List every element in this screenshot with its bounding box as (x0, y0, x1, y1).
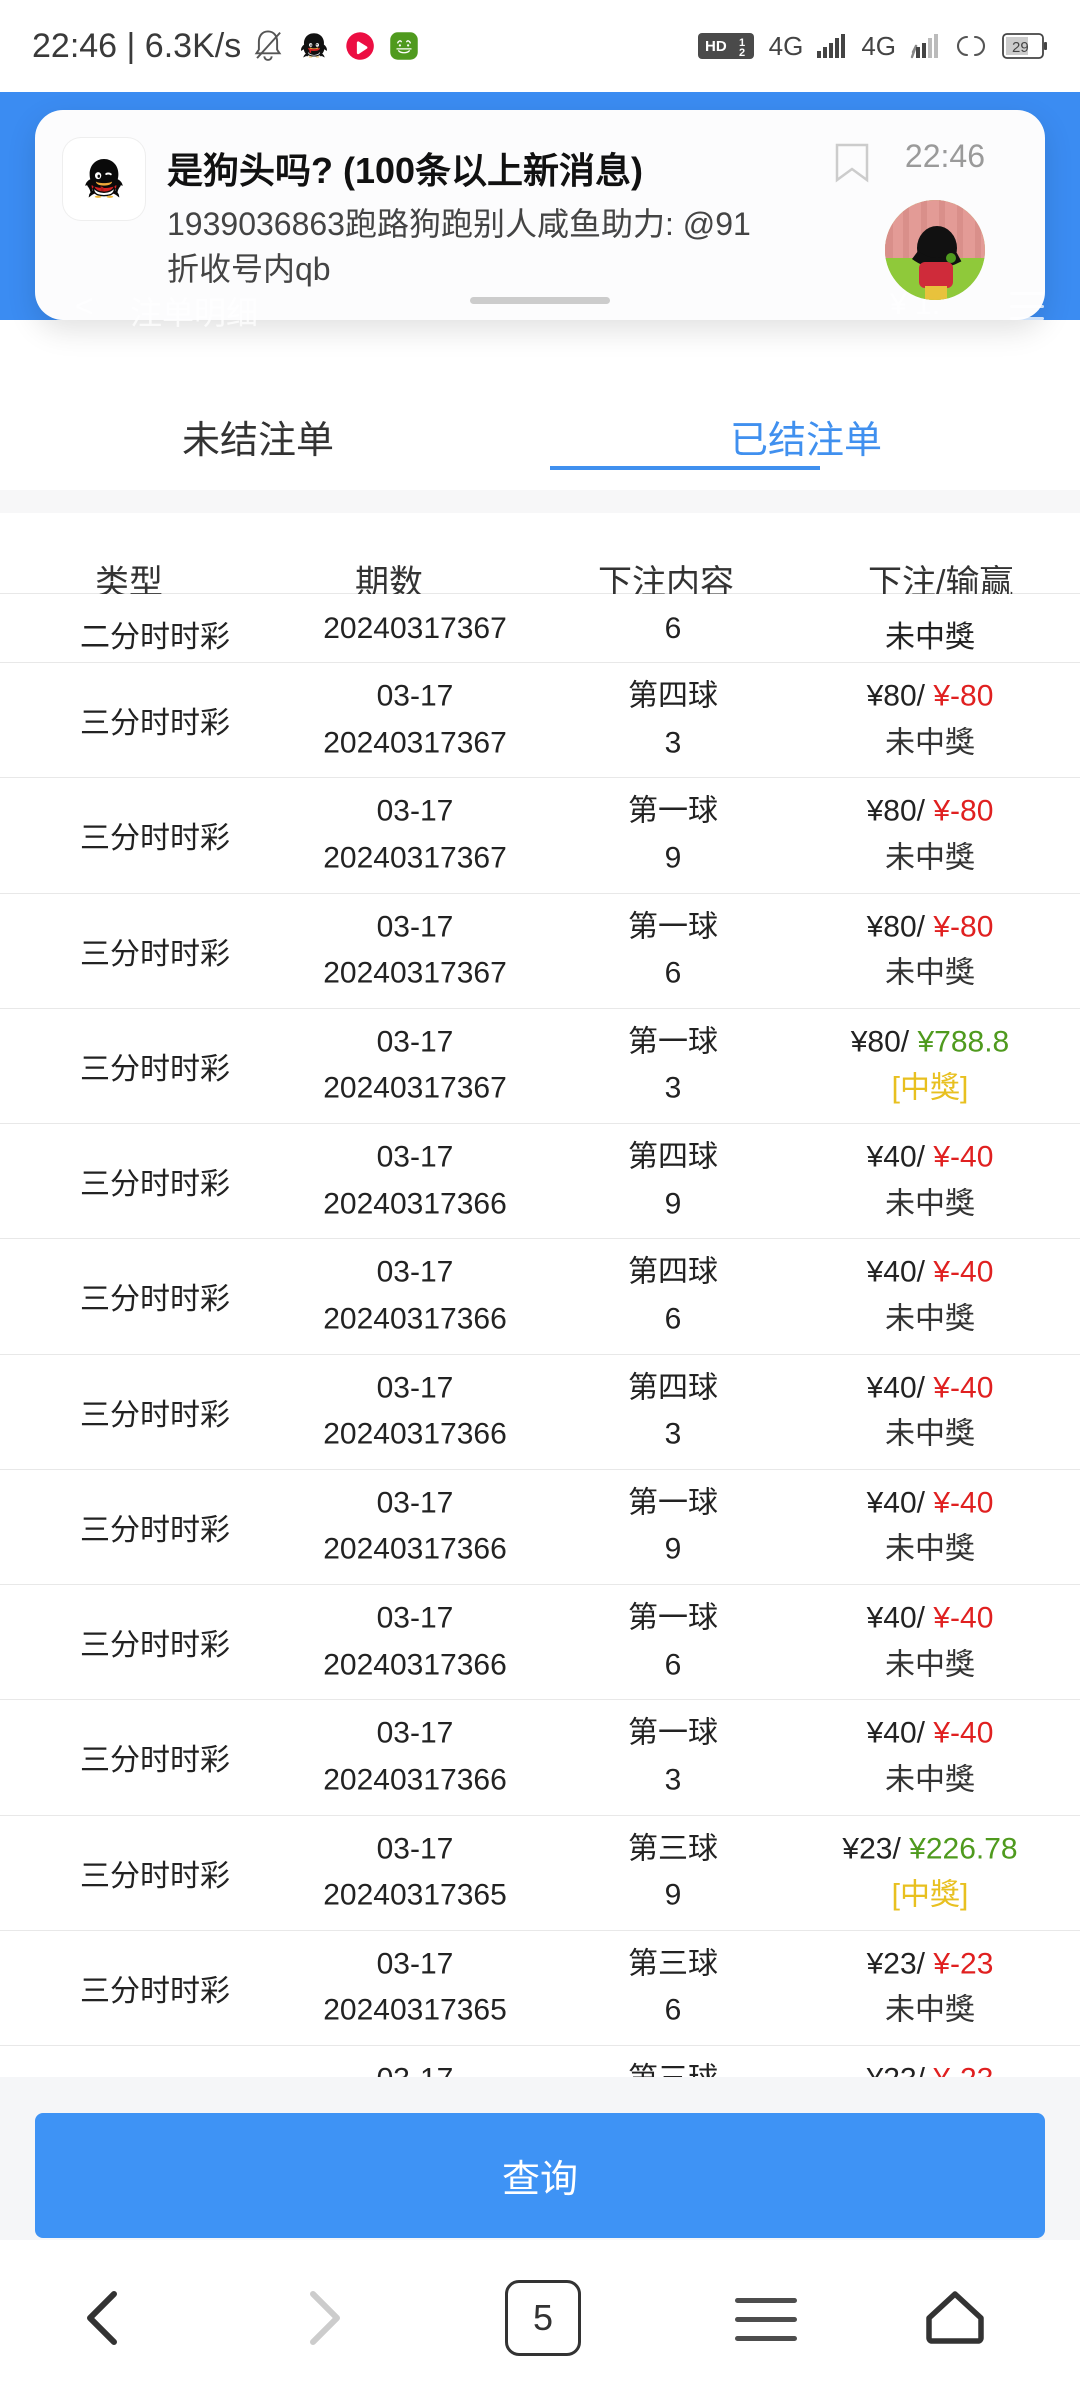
svg-text:2: 2 (739, 47, 745, 59)
svg-text:29: 29 (1012, 39, 1029, 56)
svg-text:HD: HD (705, 38, 727, 55)
